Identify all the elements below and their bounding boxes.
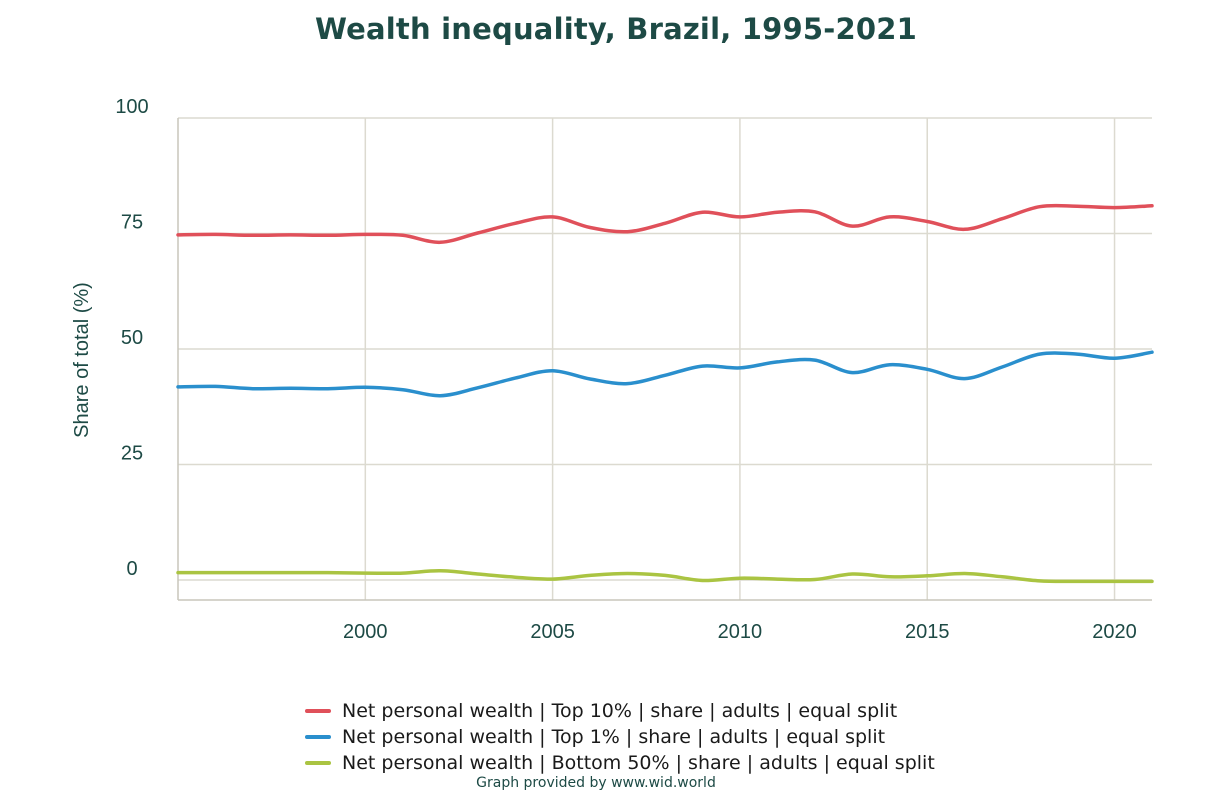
legend: Net personal wealth | Top 10% | share | …: [305, 698, 935, 776]
legend-swatch-bottom50: [305, 761, 331, 765]
series-lines: [176, 203, 1154, 584]
x-tick-label-2020: 2020: [1092, 621, 1137, 643]
series-line-top1: [176, 350, 1154, 398]
legend-item-top1[interactable]: Net personal wealth | Top 1% | share | a…: [305, 724, 935, 750]
chart-title: Wealth inequality, Brazil, 1995-2021: [315, 12, 917, 46]
legend-label-top10: Net personal wealth | Top 10% | share | …: [342, 700, 898, 722]
y-tick-label-0: 0: [126, 558, 137, 580]
y-axis-title: Share of total (%): [71, 282, 93, 438]
series-line-bottom50: [176, 569, 1154, 584]
legend-swatch-top10: [305, 709, 331, 713]
y-tick-label-25: 25: [121, 443, 143, 465]
y-tick-label-100: 100: [115, 96, 148, 118]
legend-item-top10[interactable]: Net personal wealth | Top 10% | share | …: [305, 698, 935, 724]
x-tick-label-2000: 2000: [343, 621, 388, 643]
x-tick-label-2015: 2015: [905, 621, 950, 643]
legend-item-bottom50[interactable]: Net personal wealth | Bottom 50% | share…: [305, 750, 935, 776]
credit-text[interactable]: Graph provided by www.wid.world: [476, 775, 716, 791]
tick-labels: 0 25 50 75 100 2000 2005 2010 2015 2020: [115, 96, 1136, 643]
axes: [177, 118, 1152, 601]
x-tick-label-2010: 2010: [718, 621, 763, 643]
series-line-top10: [176, 203, 1154, 245]
y-tick-label-75: 75: [121, 212, 143, 234]
legend-swatch-top1: [305, 735, 331, 739]
legend-label-bottom50: Net personal wealth | Bottom 50% | share…: [342, 752, 935, 774]
x-tick-label-2005: 2005: [530, 621, 575, 643]
legend-label-top1: Net personal wealth | Top 1% | share | a…: [342, 726, 886, 748]
y-tick-label-50: 50: [121, 327, 143, 349]
grid: [178, 117, 1152, 600]
